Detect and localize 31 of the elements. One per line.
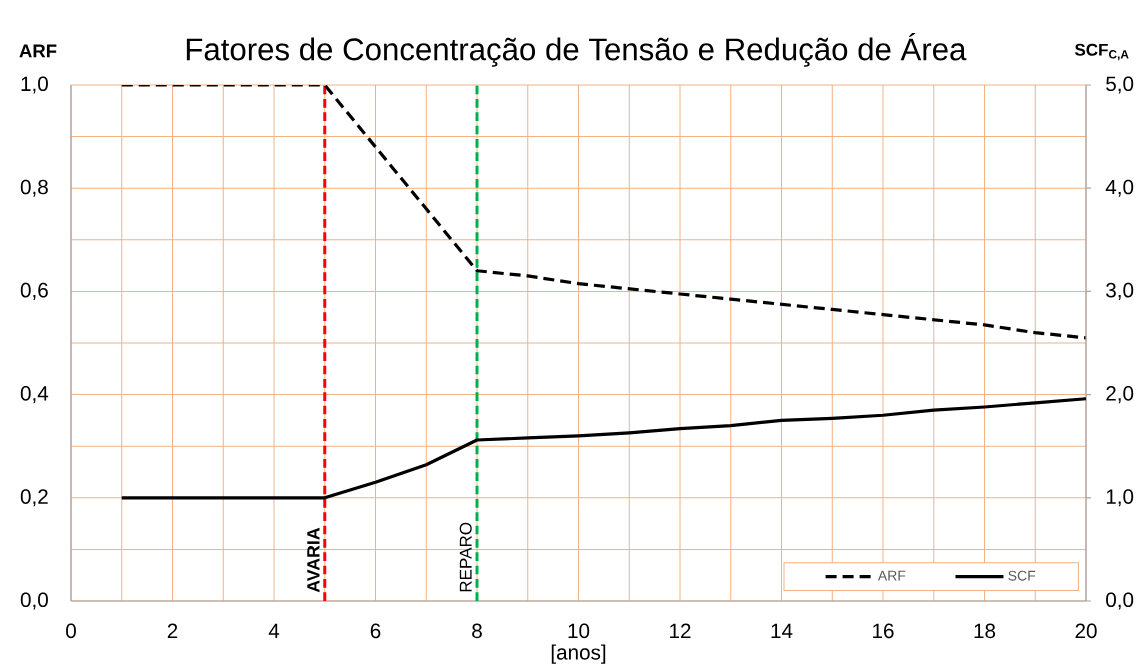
legend-label: SCF (1008, 570, 1036, 581)
y2-tick-label: 2,0 (1106, 386, 1134, 404)
y-tick-label: 0,0 (20, 592, 48, 610)
y-tick-label: 0,6 (20, 282, 48, 300)
legend-label: ARF (877, 570, 906, 581)
x-tick-label: 16 (873, 623, 894, 639)
y-axis-title: ARF (19, 44, 57, 58)
x-tick-label: 18 (974, 623, 996, 639)
x-tick-label: 8 (472, 623, 482, 639)
y2-tick-label: 3,0 (1106, 282, 1134, 300)
x-tick-label: 2 (167, 623, 178, 638)
x-tick-label: 0 (66, 623, 76, 639)
chart-title: Fatores de Concentração de Tensão e Redução de Área (186, 33, 967, 67)
x-tick-label: 14 (771, 623, 793, 638)
x-tick-label: 6 (370, 623, 381, 639)
x-tick-label: 4 (268, 623, 280, 638)
y-tick-label: 0,2 (20, 489, 48, 507)
x-tick-label: 12 (670, 623, 691, 638)
y2-axis-title: SCF$_{C,A}$ (1074, 43, 1129, 61)
x-tick-label: 20 (1075, 623, 1097, 639)
ref-line-label: REPARO (459, 522, 472, 592)
y-tick-label: 0,4 (20, 386, 49, 404)
ref-line-label: AVARIA (307, 527, 320, 593)
y2-tick-label: 1,0 (1106, 489, 1134, 507)
x-tick-label: 10 (568, 623, 590, 639)
y2-tick-label: 0,0 (1106, 592, 1134, 610)
x-axis-title: [anos] (551, 644, 606, 664)
y-tick-label: 0,8 (20, 179, 48, 197)
y-tick-label: 1,0 (21, 76, 48, 94)
y2-tick-label: 4,0 (1105, 179, 1134, 197)
y2-tick-label: 5,0 (1106, 76, 1134, 94)
